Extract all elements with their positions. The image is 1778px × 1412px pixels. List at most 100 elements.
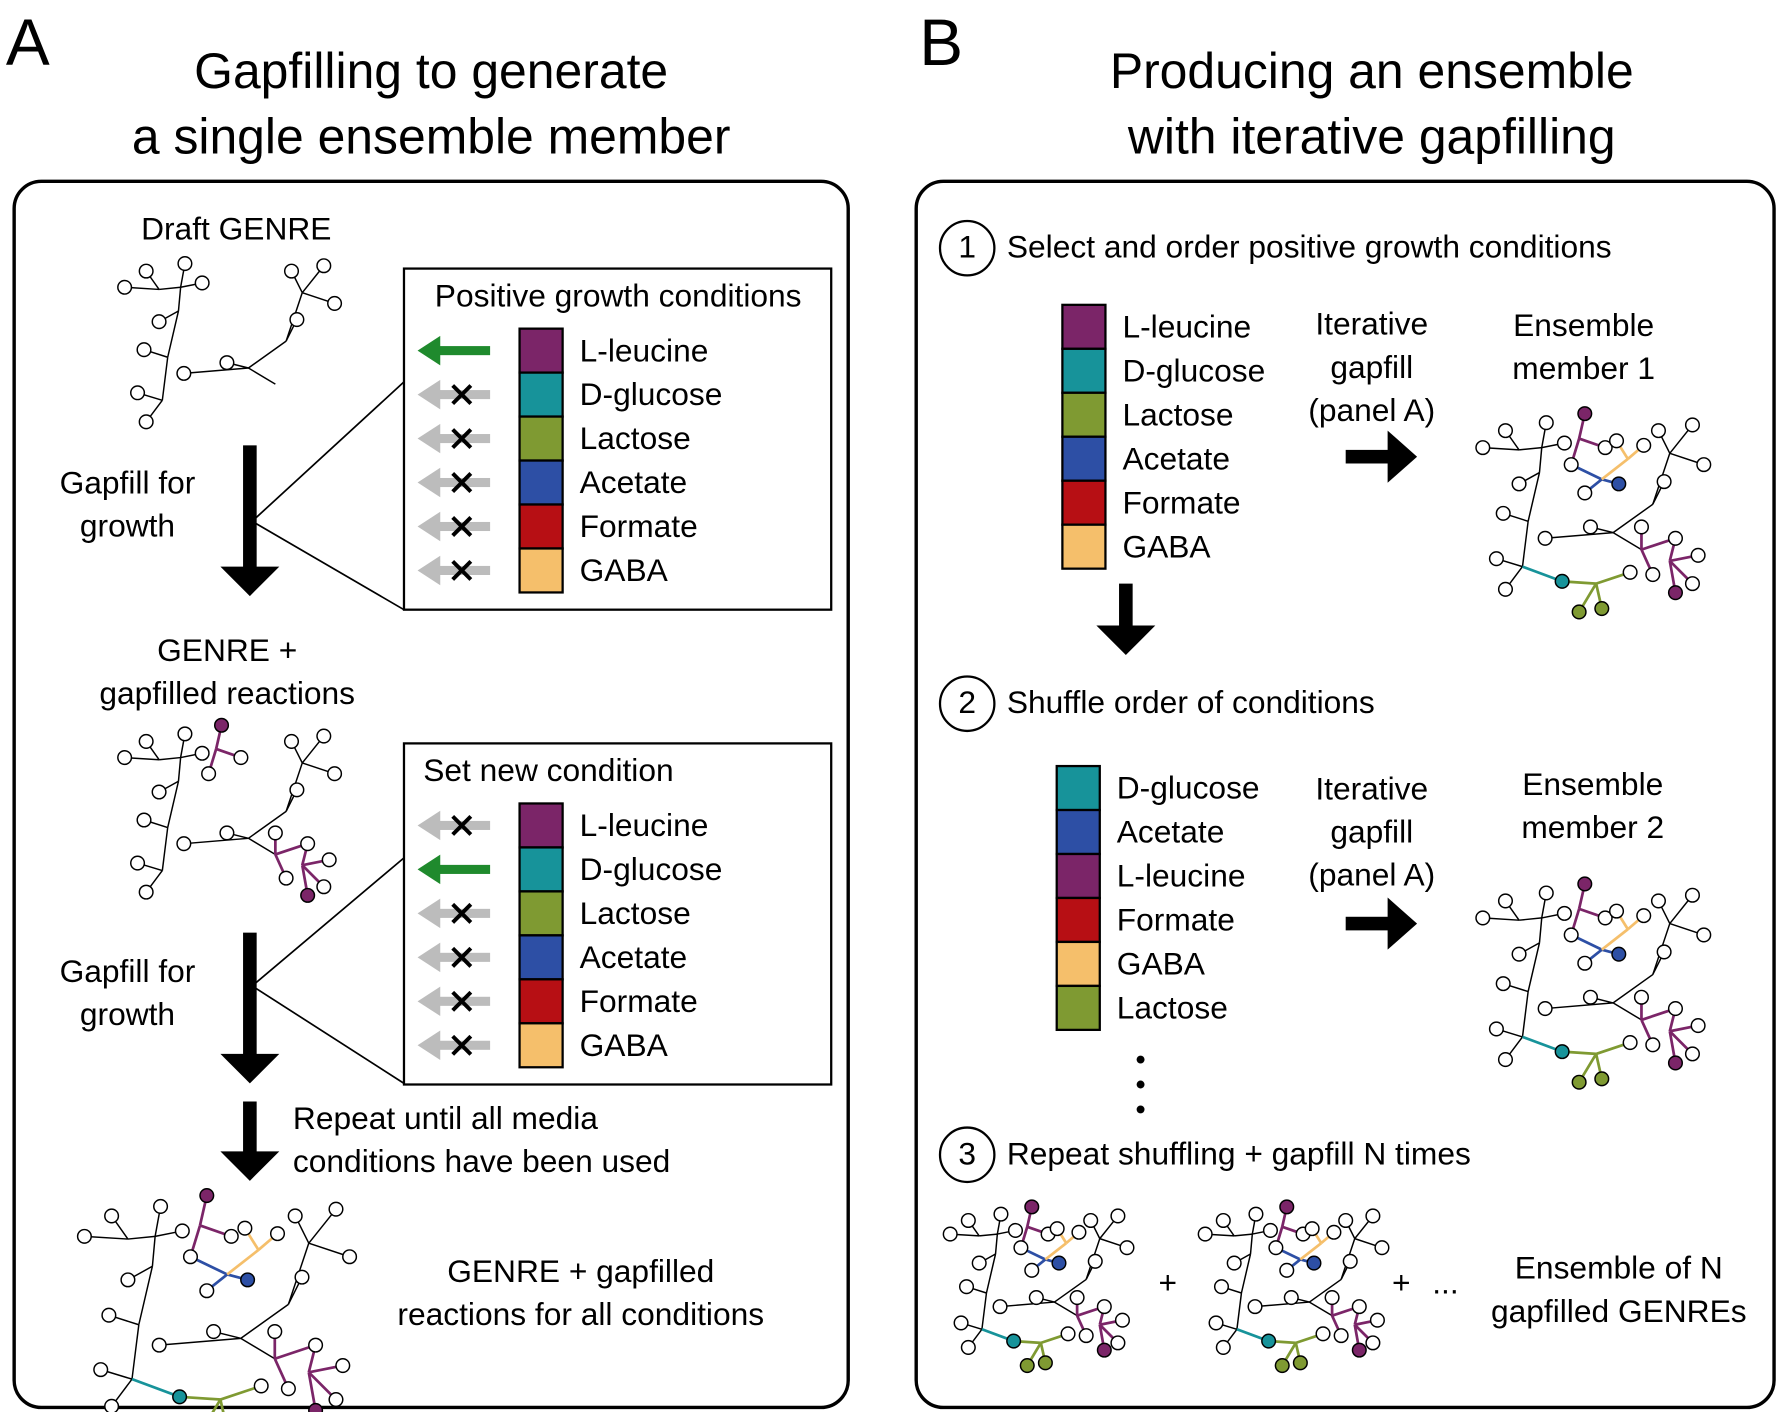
network-edge bbox=[1527, 942, 1541, 992]
condition-swatch bbox=[518, 459, 564, 506]
network-edge bbox=[1254, 1301, 1310, 1308]
network-node bbox=[278, 870, 294, 886]
network-node bbox=[960, 1339, 976, 1355]
condition-label: Lactose bbox=[1122, 396, 1233, 432]
network-label: Ensemble of N bbox=[1515, 1250, 1723, 1286]
network-edge bbox=[159, 1337, 241, 1346]
panel-letter: B bbox=[919, 6, 963, 79]
condition-swatch bbox=[1061, 303, 1107, 350]
network-node bbox=[308, 1337, 324, 1353]
network-node bbox=[1248, 1206, 1264, 1222]
condition-label: D-glucose bbox=[580, 376, 723, 412]
network-node bbox=[176, 836, 192, 852]
network bbox=[942, 1199, 1135, 1374]
network-node bbox=[1497, 581, 1514, 597]
network-edge bbox=[1519, 446, 1542, 451]
excluded-mark bbox=[451, 428, 473, 450]
network-node bbox=[1213, 1279, 1230, 1295]
excluded-mark bbox=[451, 559, 473, 581]
network-edge bbox=[1249, 1234, 1254, 1255]
condition-label: Formate bbox=[580, 508, 698, 544]
network-node bbox=[1556, 435, 1572, 451]
network-edge bbox=[1519, 917, 1542, 921]
condition-swatch bbox=[1061, 391, 1107, 438]
network-edge bbox=[1044, 1242, 1068, 1261]
network-label: gapfilled reactions bbox=[99, 675, 355, 711]
condition-swatch bbox=[518, 890, 564, 937]
network-edge bbox=[177, 757, 182, 782]
network-node bbox=[1261, 1333, 1277, 1349]
network-node bbox=[1475, 440, 1491, 456]
network-node bbox=[136, 812, 152, 828]
network-node bbox=[1369, 1312, 1385, 1328]
condition-label: Lactose bbox=[580, 420, 691, 456]
network-node bbox=[1262, 1222, 1278, 1238]
condition-swatch bbox=[1055, 984, 1101, 1032]
step-label: growth bbox=[80, 507, 175, 543]
network-edge bbox=[161, 827, 169, 871]
network-edge bbox=[248, 367, 276, 385]
condition-label: Acetate bbox=[1117, 814, 1225, 850]
network-node bbox=[289, 312, 305, 328]
network-edge bbox=[1612, 531, 1642, 551]
network-node bbox=[1622, 564, 1638, 580]
network-edge bbox=[1600, 928, 1629, 951]
network-node bbox=[172, 1389, 188, 1405]
condition-swatch bbox=[1055, 808, 1101, 856]
network-node bbox=[1365, 1335, 1381, 1351]
network-node bbox=[1110, 1335, 1126, 1351]
network-node bbox=[269, 1226, 286, 1242]
condition-arrow-head bbox=[417, 854, 441, 885]
network bbox=[1475, 406, 1712, 620]
step-text: Repeat shuffling + gapfill N times bbox=[1007, 1135, 1471, 1171]
network bbox=[76, 1188, 358, 1412]
network-node bbox=[283, 263, 300, 279]
network-node bbox=[308, 1402, 324, 1412]
panel-a-frame bbox=[12, 179, 850, 1410]
network-node bbox=[219, 825, 235, 841]
panel-title: a single ensemble member bbox=[132, 109, 731, 165]
network-node bbox=[335, 1358, 351, 1374]
network-node bbox=[1292, 1355, 1308, 1371]
network-node bbox=[1608, 903, 1625, 919]
network-node bbox=[1597, 440, 1613, 456]
network-node bbox=[1024, 1199, 1040, 1215]
network-node bbox=[1306, 1255, 1322, 1271]
network-edge bbox=[211, 1398, 222, 1412]
condition-label: Lactose bbox=[580, 895, 691, 931]
excluded-mark bbox=[451, 902, 473, 924]
network-node bbox=[1582, 989, 1599, 1005]
network bbox=[117, 256, 343, 430]
network-node bbox=[1333, 1328, 1349, 1344]
network-edge bbox=[999, 1301, 1055, 1308]
network-node bbox=[1582, 519, 1599, 535]
network-node bbox=[287, 1208, 303, 1224]
network-edge bbox=[219, 1399, 225, 1412]
network-node bbox=[1577, 955, 1593, 971]
network-node bbox=[101, 1307, 117, 1323]
excluded-mark bbox=[451, 946, 473, 968]
continuation-dots bbox=[1136, 1055, 1145, 1114]
network-node bbox=[104, 1208, 120, 1224]
network-node bbox=[1497, 1052, 1514, 1068]
network-node bbox=[1690, 547, 1706, 563]
network-node bbox=[174, 1223, 190, 1239]
arrow-label: Iterative bbox=[1315, 306, 1428, 342]
network-node bbox=[1611, 476, 1627, 492]
excluded-mark bbox=[451, 990, 473, 1012]
network-node bbox=[958, 1279, 975, 1295]
network-node bbox=[1667, 1001, 1683, 1017]
plus-sign: + bbox=[1159, 1264, 1178, 1300]
network-node bbox=[1511, 946, 1527, 962]
step-number: 1 bbox=[958, 229, 976, 265]
excluded-mark bbox=[451, 384, 473, 406]
network-node bbox=[1684, 1046, 1700, 1062]
condition-arrow-head bbox=[417, 942, 441, 973]
network-node bbox=[1071, 1224, 1087, 1240]
network-edge bbox=[1309, 1301, 1333, 1317]
network-edge bbox=[248, 837, 276, 856]
network-node bbox=[942, 1226, 958, 1242]
network-node bbox=[1226, 1255, 1242, 1271]
condition-label: Formate bbox=[580, 983, 698, 1019]
network-node bbox=[76, 1228, 92, 1244]
